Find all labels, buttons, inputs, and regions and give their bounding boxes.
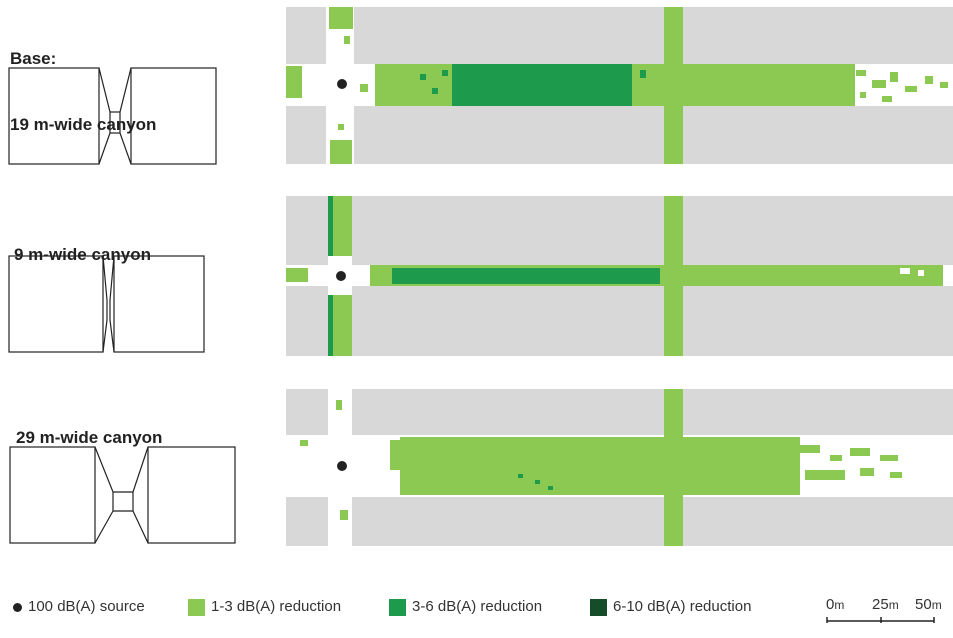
zone-3-6 bbox=[392, 268, 660, 284]
building bbox=[286, 7, 326, 64]
legend-r1-label: 1-3 dB(A) reduction bbox=[211, 598, 342, 615]
zone-1-3 bbox=[330, 140, 352, 164]
section-title-9m: 9 m-wide canyon bbox=[14, 200, 151, 288]
building bbox=[352, 497, 664, 546]
building bbox=[286, 497, 328, 546]
building bbox=[354, 7, 664, 64]
building bbox=[352, 196, 664, 265]
sound-source bbox=[337, 79, 347, 89]
map-29m bbox=[286, 389, 953, 546]
scale-tick-0: 0m bbox=[826, 596, 845, 613]
legend-r2-label: 3-6 dB(A) reduction bbox=[412, 598, 543, 615]
legend: 100 dB(A) source 1-3 dB(A) reduction 3-6… bbox=[0, 590, 953, 630]
zone-3-6 bbox=[452, 64, 632, 106]
map-base bbox=[286, 7, 953, 164]
building bbox=[286, 286, 328, 356]
section-title-line1: 9 m-wide canyon bbox=[14, 245, 151, 264]
swatch-3-6-icon bbox=[389, 599, 406, 616]
section-title-line2: 19 m-wide canyon bbox=[10, 115, 157, 134]
cross-section-base bbox=[8, 67, 217, 165]
building bbox=[286, 389, 328, 435]
scale-tick-25: 25m bbox=[872, 596, 899, 613]
building bbox=[352, 389, 664, 435]
building bbox=[683, 196, 953, 265]
section-title-line1: 29 m-wide canyon bbox=[16, 428, 163, 447]
sound-source bbox=[336, 271, 346, 281]
swatch-6-10-icon bbox=[590, 599, 607, 616]
scale-tick-50: 50m bbox=[915, 596, 942, 613]
building bbox=[352, 286, 664, 356]
zone-1-3 bbox=[286, 66, 302, 98]
zone-1-3 bbox=[664, 196, 683, 356]
sound-source bbox=[337, 461, 347, 471]
building bbox=[354, 106, 664, 164]
building bbox=[286, 106, 326, 164]
building bbox=[683, 389, 953, 435]
section-title-line1: Base: bbox=[10, 49, 57, 68]
building bbox=[683, 286, 953, 356]
building bbox=[286, 196, 328, 265]
building bbox=[683, 497, 953, 546]
zone-1-3 bbox=[664, 389, 683, 546]
zone-1-3 bbox=[400, 437, 800, 495]
map-9m bbox=[286, 196, 953, 356]
section-title-29m: 29 m-wide canyon bbox=[16, 383, 162, 471]
zone-1-3 bbox=[329, 7, 353, 29]
zone-3-6 bbox=[328, 295, 333, 356]
cross-section-29m bbox=[9, 446, 236, 544]
canyon-diagram bbox=[8, 7, 953, 546]
scale-bar bbox=[826, 617, 935, 623]
legend-r3-label: 6-10 dB(A) reduction bbox=[613, 598, 752, 615]
section-title-base: Base: 19 m-wide canyon bbox=[10, 4, 156, 158]
zone-1-3 bbox=[286, 268, 308, 282]
cross-section-9m bbox=[8, 255, 205, 353]
building bbox=[683, 106, 953, 164]
zone-3-6 bbox=[328, 196, 333, 256]
zone-1-3 bbox=[664, 7, 683, 164]
source-dot-icon bbox=[13, 603, 22, 612]
building bbox=[683, 7, 953, 64]
legend-source-label: 100 dB(A) source bbox=[28, 598, 145, 615]
swatch-1-3-icon bbox=[188, 599, 205, 616]
